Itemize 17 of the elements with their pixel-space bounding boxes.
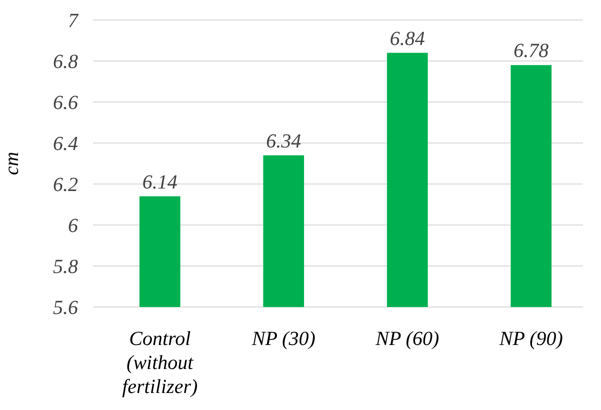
x-tick-label: Control (without fertilizer): [122, 328, 198, 398]
y-axis-title: cm: [1, 152, 23, 176]
data-label: 6.84: [390, 28, 425, 50]
y-tick-label: 6.4: [53, 133, 78, 155]
x-tick-label: NP (90): [498, 328, 564, 350]
y-tick-label: 6: [68, 215, 78, 237]
x-tick-label: NP (60): [374, 328, 440, 350]
data-label: 6.78: [514, 40, 549, 62]
data-label: 6.34: [266, 130, 302, 152]
data-label: 6.14: [142, 171, 178, 194]
y-tick-label: 6.2: [53, 174, 78, 196]
y-tick-label: 7: [68, 10, 79, 32]
y-tick-label: 6.8: [53, 51, 78, 73]
x-tick-label: NP (30): [250, 328, 316, 350]
y-tick-label: 5.6: [53, 297, 78, 319]
y-tick-label: 5.8: [53, 256, 78, 278]
y-tick-label: 6.6: [53, 92, 78, 114]
